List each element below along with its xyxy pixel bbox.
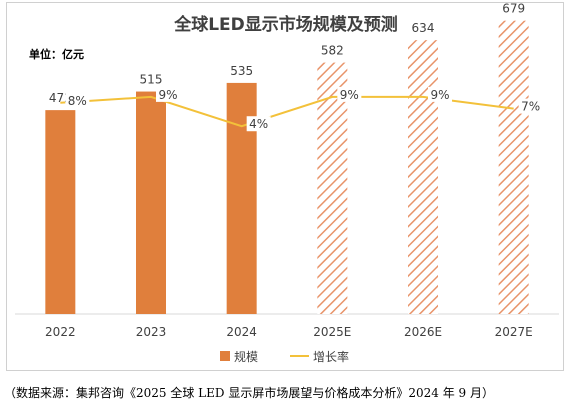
growth-value-label-2023: 9% — [158, 88, 177, 102]
unit-label: 单位：亿元 — [29, 47, 84, 61]
chart-title: 全球LED显示市场规模及预测 — [173, 14, 398, 35]
x-tick-2027E: 2027E — [495, 325, 533, 339]
x-tick-2022: 2022 — [45, 325, 76, 339]
bar-2022 — [45, 110, 76, 314]
growth-value-label-2025E: 9% — [340, 88, 359, 102]
legend: 规模 增长率 — [220, 349, 349, 364]
growth-label-bg-2022 — [65, 92, 90, 108]
chart-svg: 全球LED显示市场规模及预测 单位：亿元 4725155355826346798… — [15, 3, 559, 364]
growth-label-bg-2026E — [428, 86, 452, 102]
growth-label-bg-2024 — [246, 116, 271, 132]
x-tick-2026E: 2026E — [404, 325, 442, 339]
chart-frame: 全球LED显示市场规模及预测 单位：亿元 472 515 535 582 634 679 8… — [6, 2, 564, 371]
bar-value-label-2027E: 679 — [502, 3, 525, 16]
bar-2026E — [408, 40, 438, 315]
bar-value-label-2025E: 582 — [321, 44, 344, 58]
bar-2027E — [498, 20, 529, 315]
growth-label-bg-2027E — [518, 98, 543, 114]
bars-layer — [45, 20, 529, 315]
growth-label-bg-2025E — [337, 86, 362, 102]
x-tick-layer: 2022 2023 2024 2025E 2026E 2027E — [45, 325, 533, 339]
growth-value-label-2027E: 7% — [521, 100, 540, 114]
growth-value-label-2026E: 9% — [430, 88, 449, 102]
bar-value-label-2026E: 634 — [412, 21, 435, 35]
legend-bar-label: 规模 — [234, 349, 258, 364]
bar-2023 — [136, 91, 166, 314]
x-tick-2025E: 2025E — [313, 325, 351, 339]
legend-line-label: 增长率 — [313, 349, 349, 364]
source-note: （数据来源：集邦咨询《2025 全球 LED 显示屏市场展望与价格成本分析》20… — [4, 386, 494, 400]
legend-bar-swatch — [220, 351, 230, 361]
bar-value-label-2023: 515 — [140, 73, 163, 87]
x-tick-2023: 2023 — [136, 325, 167, 339]
bar-2025E — [317, 62, 348, 314]
growth-value-label-2024: 4% — [249, 117, 268, 131]
x-tick-2024: 2024 — [226, 325, 257, 339]
bar-value-label-2024: 535 — [230, 64, 253, 78]
growth-value-label-2022: 8% — [68, 94, 87, 108]
growth-label-bg-2023 — [156, 86, 180, 102]
